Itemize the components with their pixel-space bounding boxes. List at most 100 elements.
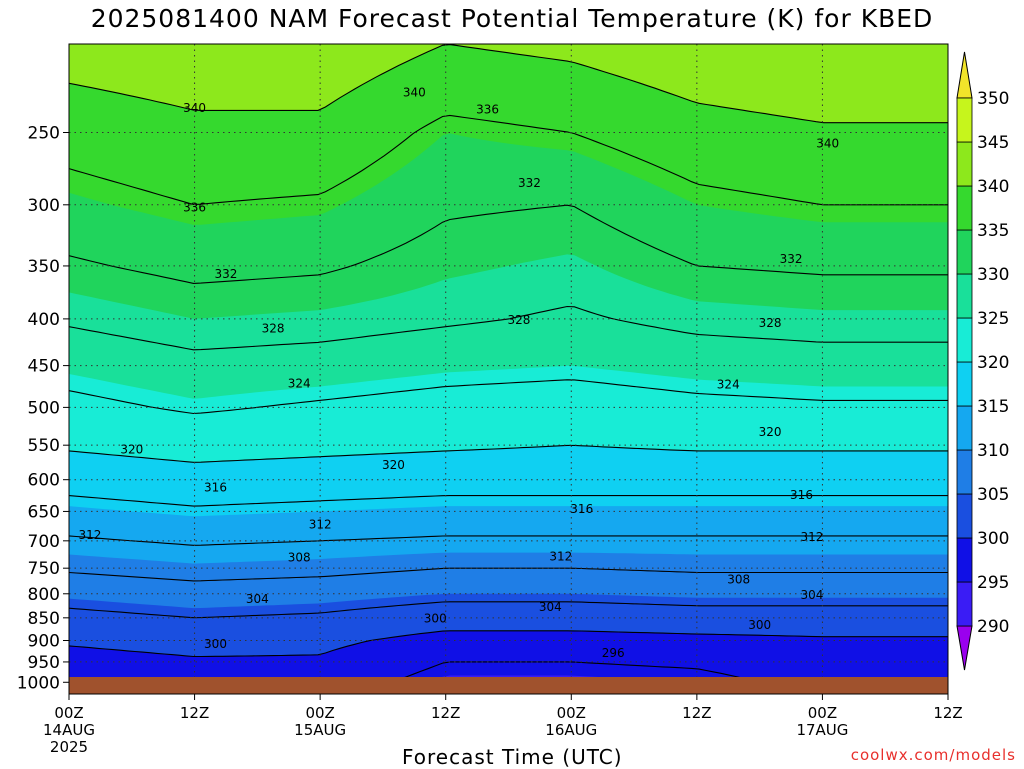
contour-label: 320 — [759, 425, 782, 439]
colorbar-tick-label: 295 — [977, 573, 1009, 593]
colorbar-swatch — [956, 141, 973, 187]
colorbar-tick-label: 335 — [977, 221, 1009, 241]
x-tick-line: 2025 — [50, 738, 88, 756]
colorbar-swatch — [956, 581, 973, 627]
contour-label: 320 — [382, 458, 405, 472]
x-tick-label: 00Z 14AUG 2025 — [43, 704, 95, 756]
contour-label: 304 — [801, 588, 824, 602]
contour-label: 328 — [759, 316, 782, 330]
x-tick-label: 00Z 17AUG — [796, 704, 848, 739]
colorbar-swatch — [956, 449, 973, 495]
x-tick-line: 00Z — [808, 704, 837, 722]
contour-labels: 340 340 336 340 336 332 332 332 328 328 328 324 324 3… — [78, 85, 839, 660]
colorbar-swatch — [956, 405, 973, 451]
contour-line — [69, 204, 948, 284]
contour-label: 312 — [78, 528, 101, 542]
y-tick-label: 500 — [28, 398, 60, 418]
plot-frame — [68, 43, 949, 695]
x-tick-label: 12Z — [933, 704, 962, 722]
contour-line — [69, 305, 948, 351]
colorbar-tick-label: 325 — [977, 309, 1009, 329]
y-tick-label: 900 — [28, 631, 60, 651]
y-tick-label: 650 — [28, 502, 60, 522]
colorbar-tick-label: 315 — [977, 397, 1009, 417]
contour-label: 308 — [727, 573, 750, 587]
credit-link[interactable]: coolwx.com/models — [850, 746, 1016, 764]
y-tick-label: 800 — [28, 585, 60, 605]
colorbar-tick-label: 320 — [977, 353, 1009, 373]
x-tick-line: 00Z — [557, 704, 586, 722]
y-tick-label: 300 — [28, 196, 60, 216]
colorbar-extend-low — [956, 625, 973, 671]
y-tick-label: 950 — [28, 653, 60, 673]
x-tick-line: 12Z — [933, 704, 962, 722]
contour-line — [69, 630, 948, 658]
y-tick-label: 850 — [28, 609, 60, 629]
x-tick-label: 00Z 15AUG — [294, 704, 346, 739]
colorbar-extend-high — [956, 51, 973, 99]
contour-label: 324 — [288, 377, 311, 391]
chart-title: 2025081400 NAM Forecast Potential Temper… — [90, 4, 934, 33]
y-tick-label: 450 — [28, 357, 60, 377]
contour-label: 340 — [183, 101, 206, 115]
x-tick-label: 12Z — [682, 704, 711, 722]
contour-line — [69, 444, 948, 463]
theta-filled-contours — [69, 44, 948, 677]
contour-label: 328 — [262, 322, 285, 336]
x-tick-line: 15AUG — [294, 721, 346, 739]
contour-line — [69, 114, 948, 206]
y-tick-label: 700 — [28, 532, 60, 552]
y-tick-label: 1000 — [17, 673, 60, 693]
contour-line — [69, 567, 948, 582]
colorbar-swatch — [956, 361, 973, 407]
colorbar-swatch — [956, 273, 973, 319]
x-tick-label: 12Z — [431, 704, 460, 722]
contour-label: 340 — [403, 85, 426, 99]
y-tick-label: 400 — [28, 310, 60, 330]
contour-label: 332 — [215, 267, 238, 281]
contour-label: 336 — [476, 103, 499, 117]
contour-label: 336 — [183, 200, 206, 214]
x-tick-label: 12Z — [180, 704, 209, 722]
x-axis-title: Forecast Time (UTC) — [402, 745, 623, 769]
colorbar-tick-label: 345 — [977, 133, 1009, 153]
contour-label: 296 — [602, 646, 625, 660]
contour-label: 320 — [120, 442, 143, 456]
x-tick-line: 00Z — [54, 704, 83, 722]
theta-contour-lines — [69, 44, 948, 677]
contour-line — [404, 661, 741, 677]
x-tick-line: 12Z — [431, 704, 460, 722]
contour-label: 300 — [424, 611, 447, 625]
theta-band — [441, 675, 599, 677]
colorbar: 290 295 300 305 310 315 320 325 330 335 340 345 350 — [956, 51, 1009, 671]
contour-label: 312 — [801, 530, 824, 544]
contour-label: 328 — [508, 313, 531, 327]
contour-label: 312 — [549, 549, 572, 563]
contour-label: 332 — [780, 252, 803, 266]
theta-band — [69, 630, 948, 677]
colorbar-swatch — [956, 317, 973, 363]
x-tick-label: 00Z 16AUG — [545, 704, 597, 739]
colorbar-tick-label: 330 — [977, 265, 1009, 285]
terrain-bar — [69, 677, 948, 694]
contour-label: 312 — [309, 518, 332, 532]
contour-line — [69, 535, 948, 546]
x-tick-line: 12Z — [180, 704, 209, 722]
contour-label: 316 — [204, 481, 227, 495]
contour-label: 300 — [204, 637, 227, 651]
colorbar-swatch — [956, 97, 973, 143]
y-tick-label: 600 — [28, 471, 60, 491]
colorbar-swatch — [956, 493, 973, 539]
colorbar-tick-label: 300 — [977, 529, 1009, 549]
colorbar-tick-label: 340 — [977, 177, 1009, 197]
contour-label: 316 — [790, 488, 813, 502]
contour-label: 316 — [570, 502, 593, 516]
contour-line — [69, 495, 948, 507]
contour-label: 300 — [748, 618, 771, 632]
contour-label: 304 — [539, 600, 562, 614]
x-tick-line: 12Z — [682, 704, 711, 722]
colorbar-tick-label: 290 — [977, 617, 1009, 637]
